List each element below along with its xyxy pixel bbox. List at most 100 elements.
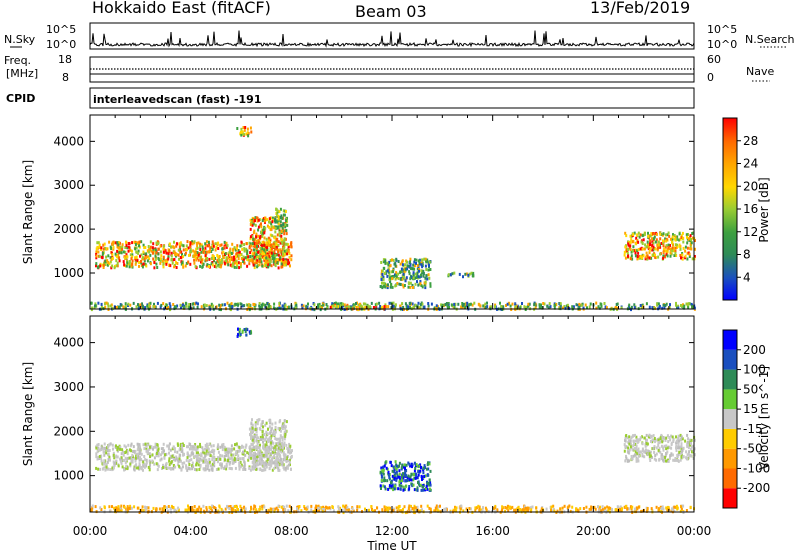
date-title: 13/Feb/2019 (590, 0, 690, 17)
echo-cell (255, 216, 258, 220)
echo-cell (157, 242, 159, 246)
echo-cell (177, 463, 180, 467)
echo-cell (660, 242, 663, 245)
echo-cell (180, 467, 183, 471)
echo-cell (220, 243, 223, 247)
echo-cell (639, 304, 642, 307)
echo-cell (244, 126, 247, 129)
echo-cell (250, 258, 253, 262)
echo-cell (192, 452, 195, 456)
echo-cell (238, 330, 241, 334)
echo-cell (286, 466, 289, 470)
echo-cell (288, 255, 291, 259)
echo-cell (428, 478, 431, 482)
echo-cell (269, 507, 272, 511)
echo-cell (197, 457, 200, 461)
echo-cell (433, 306, 436, 310)
echo-cell (403, 465, 405, 469)
echo-cell (149, 245, 152, 249)
echo-cell (90, 308, 93, 312)
echo-cell (154, 305, 157, 309)
echo-cell (228, 304, 231, 308)
echo-cell (661, 453, 663, 457)
echo-cell (670, 509, 673, 513)
echo-cell (672, 458, 675, 462)
echo-cell (690, 454, 693, 458)
echo-cell (115, 306, 118, 309)
echo-cell (273, 466, 276, 470)
echo-cell (575, 507, 577, 511)
echo-cell (441, 303, 444, 307)
echo-cell (680, 505, 683, 509)
echo-cell (318, 506, 321, 510)
echo-cell (264, 443, 267, 447)
echo-cell (427, 273, 430, 277)
echo-cell (631, 505, 634, 509)
echo-cell (195, 448, 198, 452)
echo-cell (401, 302, 404, 306)
echo-cell (211, 504, 214, 508)
echo-cell (265, 243, 268, 247)
echo-cell (395, 478, 398, 482)
echo-cell (324, 505, 327, 509)
echo-cell (177, 248, 180, 252)
echo-cell (280, 214, 283, 218)
echo-cell (369, 305, 371, 309)
echo-cell (172, 506, 175, 510)
echo-cell (262, 468, 265, 472)
echo-cell (270, 448, 272, 451)
echo-cell (273, 429, 275, 433)
echo-cell (258, 451, 261, 455)
echo-cell (125, 254, 128, 258)
echo-cell (134, 243, 137, 247)
echo-cell (395, 506, 398, 510)
echo-cell (380, 478, 383, 482)
echo-cell (507, 509, 510, 513)
echo-cell (121, 247, 124, 251)
echo-cell (264, 226, 267, 230)
echo-cell (645, 245, 648, 249)
echo-cell (103, 453, 106, 457)
echo-cell (262, 440, 264, 444)
echo-cell (653, 247, 656, 250)
echo-cell (135, 250, 138, 254)
echo-cell (131, 453, 134, 457)
echo-cell (405, 463, 408, 467)
echo-cell (409, 285, 412, 289)
echo-cell (203, 305, 206, 309)
echo-cell (398, 472, 401, 476)
echo-cell (676, 306, 678, 310)
echo-cell (527, 509, 530, 513)
echo-cell (671, 249, 674, 253)
echo-cell (392, 304, 395, 308)
echo-cell (193, 240, 196, 244)
echo-cell (252, 252, 255, 256)
echo-cell (382, 277, 385, 281)
echo-cell (550, 508, 552, 512)
echo-cell (154, 258, 157, 262)
echo-cell (265, 237, 268, 241)
noise-right-tick-low: 10^0 (707, 38, 737, 51)
echo-cell (219, 445, 222, 449)
echo-cell (152, 506, 155, 510)
echo-cell (626, 436, 629, 440)
echo-cell (238, 464, 241, 468)
freq-label: Freq. (4, 54, 31, 67)
echo-cell (634, 254, 637, 258)
echo-cell (199, 463, 202, 467)
echo-cell (597, 305, 600, 309)
echo-cell (255, 257, 258, 261)
echo-cell (261, 435, 264, 439)
echo-cell (173, 250, 176, 254)
echo-cell (182, 265, 185, 269)
echo-cell (259, 305, 262, 309)
echo-cell (282, 261, 285, 265)
echo-cell (294, 306, 297, 310)
echo-cell (668, 456, 671, 460)
echo-cell (107, 467, 110, 471)
echo-cell (277, 217, 280, 221)
echo-cell (654, 255, 657, 259)
echo-cell (202, 250, 205, 254)
echo-cell (686, 433, 689, 437)
